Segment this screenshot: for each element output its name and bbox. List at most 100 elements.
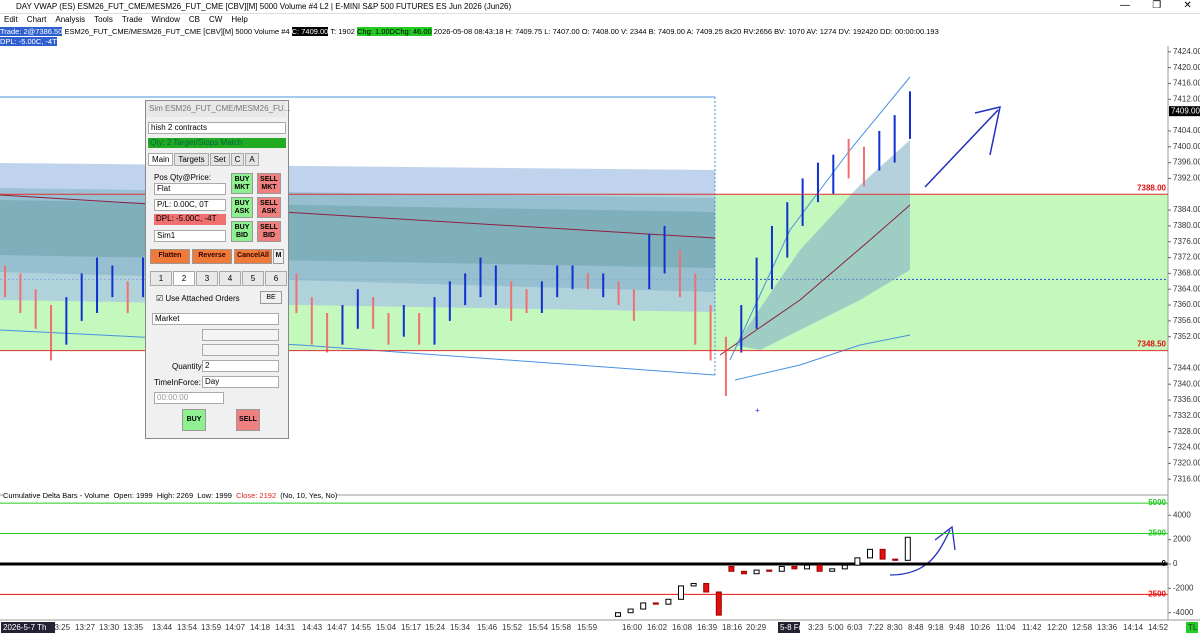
m-button[interactable]: M [273,249,284,264]
vwap-line [719,204,911,356]
buy-ask[interactable]: BUY ASK [231,197,253,218]
date-box [778,622,800,633]
time-label: 20:29 [746,623,767,632]
use-attached[interactable]: ☑ Use Attached Orders [156,294,240,303]
time-label: 16:39 [697,623,718,632]
sell-mkt[interactable]: SELL MKT [257,173,281,194]
qty-button[interactable]: 2 [173,271,195,286]
price-input[interactable] [202,329,279,341]
window-title: DAY VWAP (ES) ESM26_FUT_CME/MESM26_FUT_C… [16,2,512,11]
sell-bid[interactable]: SELL BID [257,221,281,242]
window-controls[interactable]: — ❐ ✕ [1120,0,1192,11]
buy[interactable]: BUY [182,409,206,431]
title-bar: DAY VWAP (ES) ESM26_FUT_CME/MESM26_FUT_C… [0,0,1200,14]
menu-bar: Edit Chart Analysis Tools Trade Window CB CW Hel… [4,15,257,24]
y-tick-label: 7352.00 [1173,332,1200,341]
be-button[interactable]: BE [260,291,282,304]
tab[interactable]: Set [209,153,230,166]
delta-low: Low: 1999 [197,491,232,500]
y-tick-label: 7416.00 [1173,79,1200,88]
delta-bar [829,568,836,572]
delta-bar [615,612,621,617]
y-tick-label: 7336.00 [1173,395,1200,404]
time-label: 16:00 [622,623,643,632]
menu-item[interactable]: Tools [94,15,113,24]
menu-item[interactable]: CB [188,15,201,24]
buy-bid[interactable]: BUY BID [231,221,253,242]
y-tick-label: 7356.00 [1173,316,1200,325]
y-tick-label: 7340.00 [1173,379,1200,388]
y-tick-label: 7392.00 [1173,174,1200,183]
sell-ask[interactable]: SELL ASK [257,197,281,218]
quantity[interactable]: 2 [202,360,279,372]
delta-bar [892,558,899,561]
time-label: 5:00 [828,623,844,632]
menu-item[interactable]: Trade [121,15,143,24]
time-label: 14:43 [302,623,323,632]
delta-level-label: 2500 [1148,529,1166,538]
y-tick-label: -2000 [1173,583,1194,592]
tab[interactable]: Targets [174,153,209,166]
price-input[interactable] [202,344,279,356]
tab[interactable]: C [230,153,245,166]
order-type[interactable]: Market [152,313,279,325]
vwap-line [0,194,716,239]
level-label: 7388.00 [1137,183,1166,192]
y-tick-label: -4000 [1173,608,1194,617]
qty-button[interactable]: 4 [219,271,241,286]
drawn-arrow [924,105,1001,188]
qty-button[interactable]: 6 [265,271,287,286]
order-panel: Sim ESM26_FUT_CME/MESM26_FU... hish 2 co… [145,100,290,439]
tif[interactable]: Day [202,376,279,388]
menu-item[interactable]: CW [209,15,223,24]
time-label: 9:48 [949,623,965,632]
quantity-label: Quantity: [172,362,205,371]
delta-bar [904,536,911,561]
qty-button[interactable]: 5 [242,271,264,286]
time-label: 15:54 [528,623,549,632]
delta-bar [715,591,722,616]
y-tick-label: 7364.00 [1173,284,1200,293]
time-label: 13:59 [201,623,222,632]
y-tick-label: 7424.00 [1173,47,1200,56]
tab[interactable]: Main [148,153,174,166]
band-line [734,334,911,381]
sell[interactable]: SELL [236,409,260,431]
time-label: 2026-5-7 Th [3,623,46,632]
menu-item[interactable]: Help [231,15,248,24]
time-label: 6:03 [847,623,863,632]
buy-mkt[interactable]: BUY MKT [231,173,253,194]
pos: Flat [154,183,226,195]
menu-item[interactable]: Edit [4,15,18,24]
y-tick-label: 7324.00 [1173,443,1200,452]
account[interactable]: Sim1 [154,230,226,242]
menu-item[interactable]: Window [151,15,180,24]
tab[interactable]: A [245,153,259,166]
cancel-all[interactable]: CancelAll [234,249,272,264]
delta-open: Open: 1999 [113,491,153,500]
qty-button[interactable]: 3 [196,271,218,286]
drawn-arrow [889,525,956,576]
y-tick-label: 0 [1173,559,1178,568]
delta-level-label: 5000 [1148,498,1166,507]
menu-item[interactable]: Chart [26,15,47,24]
delta-bar [766,569,773,572]
time-label: 3:23 [808,623,824,632]
reverse[interactable]: Reverse [192,249,232,264]
band-right [735,140,910,350]
y-tick-label: 7380.00 [1173,221,1200,230]
time-label: 15:59 [577,623,598,632]
strategy-select[interactable]: hish 2 contracts [148,122,286,134]
time-label: 9:18 [928,623,944,632]
menu-item[interactable]: Analysis [55,15,86,24]
pl: P/L: 0.00C, 0T [154,199,226,211]
delta-bar [665,598,672,605]
time-label: 15:34 [450,623,471,632]
qty-button[interactable]: 1 [150,271,172,286]
use-attached-label: Use Attached Orders [165,294,240,303]
time-label: 14:52 [1148,623,1169,632]
flatten[interactable]: Flatten [150,249,190,264]
time[interactable]: 00:00:00 [154,392,224,404]
y-tick-label: 7368.00 [1173,269,1200,278]
